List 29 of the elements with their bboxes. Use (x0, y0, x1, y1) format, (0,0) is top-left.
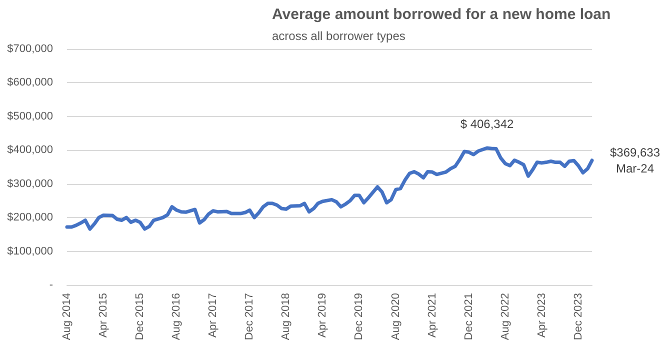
y-tick-label: $700,000 (7, 43, 53, 55)
x-tick-label: Apr 2023 (536, 293, 548, 338)
y-tick-label: $300,000 (7, 178, 53, 190)
y-tick-label: $500,000 (7, 110, 53, 122)
chart-subtitle: across all borrower types (272, 29, 406, 43)
x-tick-label: Apr 2019 (316, 293, 329, 338)
x-tick-label: Dec 2015 (134, 293, 146, 340)
y-tick-label: $400,000 (7, 144, 53, 156)
x-tick-label: Aug 2014 (61, 293, 73, 340)
line-series (65, 146, 594, 231)
x-tick-label: Dec 2019 (353, 293, 366, 340)
x-tick-label: Aug 2022 (499, 293, 512, 340)
x-tick-label: Apr 2015 (97, 293, 110, 338)
annotation: Mar-24 (616, 161, 654, 176)
y-tick-label: $100,000 (7, 245, 53, 258)
x-tick-label: Aug 2018 (280, 293, 292, 340)
annotation: $369,633 (610, 145, 660, 160)
chart-title: Average amount borrowed for a new home loan (272, 6, 611, 23)
x-tick-label: Dec 2021 (462, 293, 475, 340)
y-tick-label: $600,000 (7, 76, 53, 89)
y-tick-label: $200,000 (7, 212, 53, 224)
x-tick-label: Aug 2016 (170, 293, 183, 340)
x-tick-label: Apr 2017 (207, 293, 220, 338)
y-tick-label: - (49, 279, 54, 291)
x-tick-label: Dec 2023 (572, 293, 584, 340)
x-tick-label: Aug 2020 (390, 293, 402, 340)
x-tick-label: Apr 2021 (426, 293, 438, 338)
annotation: $ 406,342 (460, 117, 514, 132)
x-tick-label: Dec 2017 (244, 293, 256, 340)
